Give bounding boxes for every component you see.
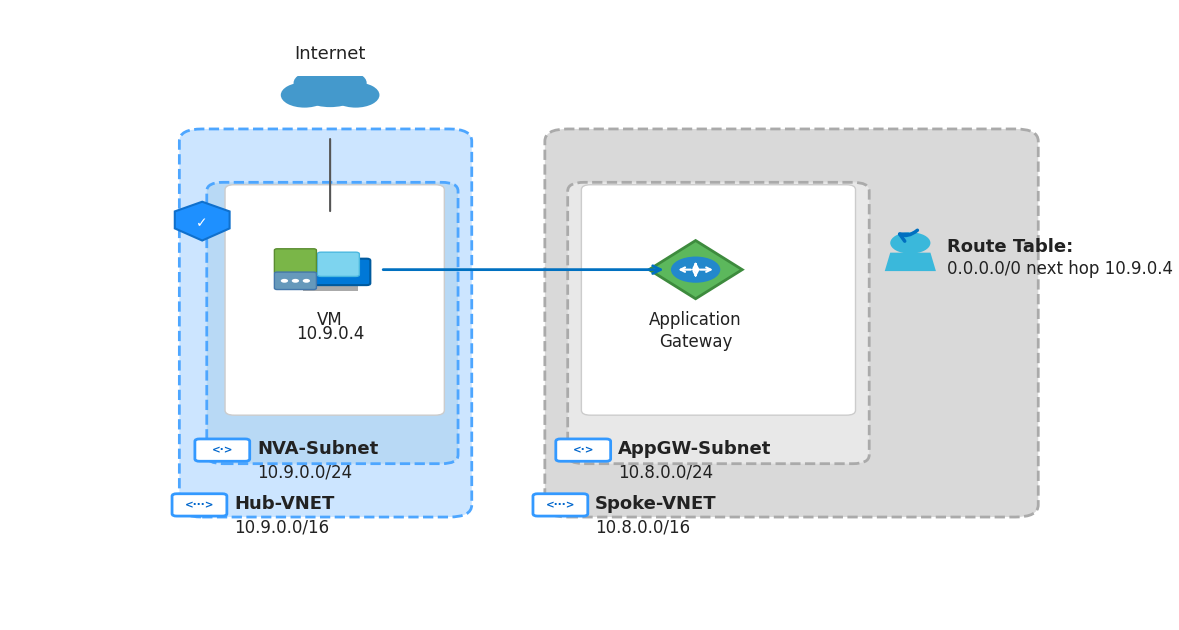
Bar <box>303 286 357 290</box>
Text: 10.9.0.4: 10.9.0.4 <box>296 326 364 343</box>
Circle shape <box>291 279 299 283</box>
FancyBboxPatch shape <box>275 249 316 273</box>
Circle shape <box>298 73 362 107</box>
Text: Spoke-VNET: Spoke-VNET <box>595 495 717 513</box>
Circle shape <box>321 71 367 95</box>
Polygon shape <box>648 241 743 299</box>
Text: <···>: <···> <box>185 500 215 510</box>
Circle shape <box>294 71 340 95</box>
Text: 10.9.0.0/16: 10.9.0.0/16 <box>235 518 329 537</box>
FancyBboxPatch shape <box>568 182 869 464</box>
Circle shape <box>281 279 288 283</box>
Bar <box>324 283 336 290</box>
Text: NVA-Subnet: NVA-Subnet <box>257 440 378 459</box>
Circle shape <box>890 232 930 254</box>
FancyBboxPatch shape <box>317 252 360 277</box>
FancyBboxPatch shape <box>206 182 457 464</box>
Text: 10.8.0.0/24: 10.8.0.0/24 <box>618 464 713 482</box>
Polygon shape <box>174 202 230 241</box>
FancyBboxPatch shape <box>195 439 250 461</box>
Text: Internet: Internet <box>295 45 365 64</box>
Circle shape <box>671 256 720 283</box>
Text: <·>: <·> <box>211 445 233 455</box>
FancyBboxPatch shape <box>545 129 1039 517</box>
Text: Application
Gateway: Application Gateway <box>650 311 742 351</box>
FancyBboxPatch shape <box>581 185 856 415</box>
Polygon shape <box>884 253 936 271</box>
Text: VM: VM <box>317 311 343 329</box>
Circle shape <box>281 83 328 108</box>
FancyBboxPatch shape <box>555 439 611 461</box>
Text: Route Table:: Route Table: <box>947 238 1073 256</box>
Circle shape <box>332 83 380 108</box>
FancyBboxPatch shape <box>290 259 370 285</box>
Text: ✦: ✦ <box>690 262 702 277</box>
Text: <·>: <·> <box>573 445 594 455</box>
Text: ✓: ✓ <box>197 217 208 231</box>
Circle shape <box>303 279 310 283</box>
Text: Hub-VNET: Hub-VNET <box>235 495 335 513</box>
FancyBboxPatch shape <box>533 494 588 516</box>
Text: 0.0.0.0/0 next hop 10.9.0.4: 0.0.0.0/0 next hop 10.9.0.4 <box>947 260 1173 278</box>
FancyBboxPatch shape <box>179 129 472 517</box>
Text: 10.9.0.0/24: 10.9.0.0/24 <box>257 464 353 482</box>
FancyBboxPatch shape <box>172 494 226 516</box>
Text: 10.8.0.0/16: 10.8.0.0/16 <box>595 518 690 537</box>
FancyBboxPatch shape <box>275 272 316 290</box>
Text: AppGW-Subnet: AppGW-Subnet <box>618 440 771 459</box>
Text: <···>: <···> <box>546 500 575 510</box>
FancyBboxPatch shape <box>284 89 376 101</box>
FancyBboxPatch shape <box>225 185 444 415</box>
